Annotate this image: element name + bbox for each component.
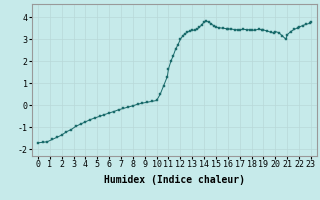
X-axis label: Humidex (Indice chaleur): Humidex (Indice chaleur) [104,175,245,185]
